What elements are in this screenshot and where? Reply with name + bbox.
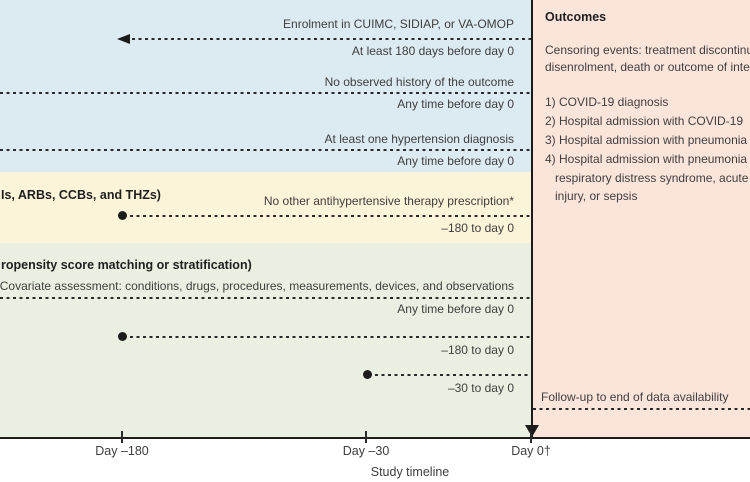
axis-tick-day-30 — [365, 431, 367, 443]
axis-title: Study timeline — [370, 465, 450, 479]
exposure-criteria-band — [0, 172, 531, 243]
row7-bottom-label: –30 to day 0 — [447, 381, 514, 395]
row2-bottom-label: Any time before day 0 — [397, 97, 514, 111]
outcome-item-4-wrap2: injury, or sepsis — [555, 189, 638, 203]
row3-bottom-label: Any time before day 0 — [397, 154, 514, 168]
axis-label-day-30: Day –30 — [342, 444, 390, 458]
row4-bottom-label: –180 to day 0 — [441, 221, 514, 235]
axis-tick-day-180 — [121, 431, 123, 443]
row6-bottom-label: –180 to day 0 — [441, 343, 514, 357]
start-dot — [118, 332, 127, 341]
followup-label: Follow-up to end of data availability — [541, 390, 729, 404]
left-arrowhead-icon — [117, 34, 130, 44]
timeline-axis — [0, 437, 750, 439]
row4-dashed-line — [130, 215, 531, 217]
outcome-item-1: 1) COVID-19 diagnosis — [545, 95, 669, 109]
axis-tick-day-0 — [530, 431, 532, 443]
followup-dashed-line — [533, 408, 750, 410]
row7-dashed-line — [375, 374, 531, 376]
outcome-item-3: 3) Hospital admission with pneumonia — [545, 133, 748, 147]
row2-top-label: No observed history of the outcome — [324, 75, 514, 89]
exposure-band-header: Is, ARBs, CCBs, and THZs) — [1, 188, 161, 202]
row2-dashed-line — [0, 92, 531, 94]
day0-arrowhead-icon — [525, 425, 539, 437]
censoring-events-line2: disenrolment, death or outcome of inte — [545, 60, 750, 74]
outcomes-title: Outcomes — [545, 10, 607, 24]
row1-bottom-label: At least 180 days before day 0 — [351, 44, 514, 58]
row6-dashed-line — [130, 336, 531, 338]
row3-top-label: At least one hypertension diagnosis — [324, 132, 514, 146]
axis-label-day-0: Day 0† — [511, 444, 551, 458]
analysis-band-header: ropensity score matching or stratificati… — [1, 258, 252, 272]
row1-dashed-line — [132, 38, 531, 40]
outcome-item-2: 2) Hospital admission with COVID-19 — [545, 114, 744, 128]
row5-top-label: Covariate assessment: conditions, drugs,… — [0, 279, 514, 293]
row4-top-label: No other antihypertensive therapy prescr… — [263, 194, 514, 208]
row1-top-label: Enrolment in CUIMC, SIDIAP, or VA-OMOP — [283, 17, 514, 31]
row5-bottom-label: Any time before day 0 — [397, 302, 514, 316]
row3-dashed-line — [0, 149, 531, 151]
analysis-criteria-band — [0, 243, 531, 437]
enrolment-criteria-band — [0, 0, 531, 172]
censoring-events-line1: Censoring events: treatment discontinu — [545, 43, 750, 57]
outcome-item-4: 4) Hospital admission with pneumonia — [545, 152, 748, 166]
axis-label-day-180: Day –180 — [95, 444, 149, 458]
outcome-item-4-wrap1: respiratory distress syndrome, acute — [555, 171, 749, 185]
row5-dashed-line — [0, 297, 531, 299]
start-dot — [118, 211, 127, 220]
start-dot — [363, 370, 372, 379]
outcomes-panel: Outcomes Censoring events: treatment dis… — [531, 0, 750, 437]
